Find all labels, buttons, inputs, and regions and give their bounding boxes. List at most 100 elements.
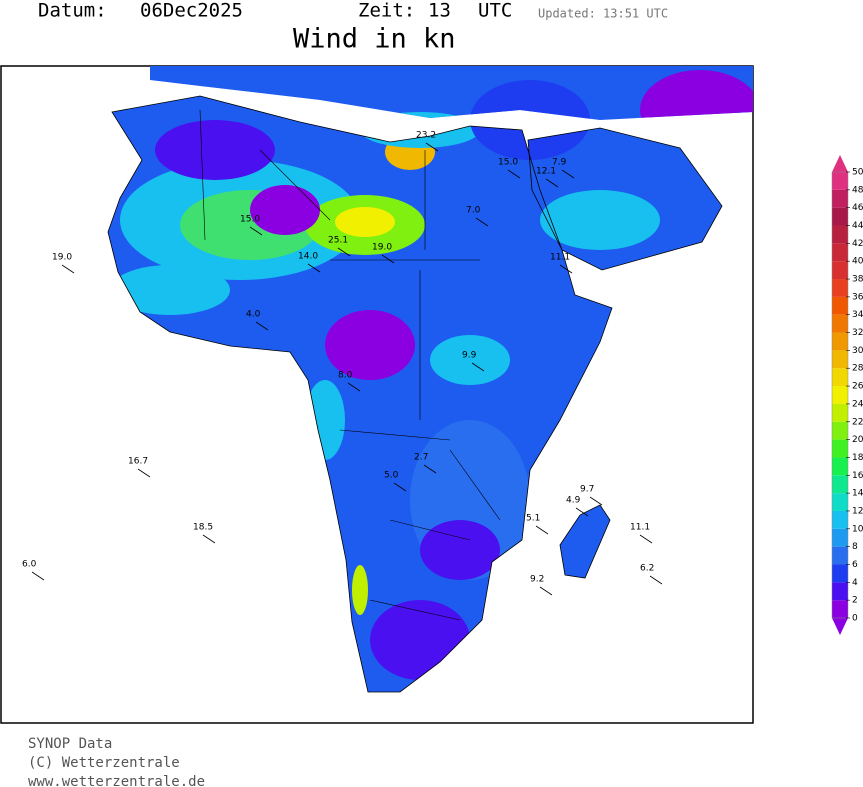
hour: 13	[428, 0, 451, 22]
date: 06Dec2025	[140, 0, 243, 22]
colorbar-label: 40	[852, 257, 863, 267]
wind-barb	[137, 468, 151, 478]
coastline	[107, 95, 723, 693]
colorbar-band	[832, 475, 848, 494]
wind-barb	[535, 525, 549, 535]
colorbar-label: 30	[852, 346, 863, 356]
wind-barb	[347, 382, 361, 392]
colorbar-band	[832, 207, 848, 226]
station-value: 8.0	[338, 371, 353, 381]
station-value: 4.9	[566, 496, 581, 506]
colorbar-label: 16	[852, 471, 863, 481]
colorbar-band	[832, 296, 848, 315]
station-value: 14.0	[298, 252, 318, 262]
colorbar-band	[832, 403, 848, 422]
colorbar-band	[832, 421, 848, 440]
colorbar-label: 14	[852, 489, 863, 499]
colorbar-outline	[831, 171, 849, 619]
colorbar-band	[832, 564, 848, 583]
colorbar-label: 46	[852, 203, 863, 213]
time-label: Zeit:	[358, 0, 415, 22]
station-value: 15.0	[240, 215, 260, 225]
wind-barb	[202, 534, 216, 544]
footer-source: SYNOP Data	[28, 736, 112, 752]
station-value: 2.7	[414, 453, 428, 463]
station-value: 12.1	[536, 167, 556, 177]
station-value: 11.1	[630, 523, 650, 533]
footer: SYNOP Data (C) Wetterzentrale www.wetter…	[28, 736, 205, 787]
colorbar-label: 0	[852, 614, 858, 624]
zone: UTC	[478, 0, 512, 22]
colorbar-arrow-top	[832, 155, 848, 172]
colorbar-band	[832, 350, 848, 369]
wind-barb	[31, 571, 45, 581]
colorbar-band	[832, 189, 848, 208]
colorbar-band	[832, 368, 848, 387]
colorbar-band	[832, 332, 848, 351]
colorbar-label: 42	[852, 239, 863, 249]
wind-barb	[545, 178, 559, 188]
colorbar-band	[832, 279, 848, 297]
wind-barb	[61, 264, 75, 274]
station-value: 9.7	[580, 485, 594, 495]
colorbar-label: 44	[852, 221, 863, 231]
colorbar-arrow-bottom	[832, 618, 848, 635]
colorbar-label: 20	[852, 435, 863, 445]
colorbar-label: 6	[852, 560, 858, 570]
station-value: 5.0	[384, 471, 399, 481]
colorbar-label: 48	[852, 185, 863, 195]
stations: 23.2 25.1 19.0 15.0 14.0 19.0 16.7 18.5 6.0 11.1 9…	[22, 131, 663, 596]
colorbar-band	[832, 528, 848, 547]
colorbar-label: 32	[852, 328, 863, 338]
wind-barb	[307, 263, 321, 273]
wind-barb	[471, 362, 485, 372]
wind-barb	[589, 496, 603, 506]
colorbar-label: 18	[852, 453, 863, 463]
station-value: 4.0	[246, 310, 261, 320]
title: Wind in kn	[293, 24, 456, 55]
colorbar: 0246810121416182022242628303234363840424…	[831, 155, 863, 635]
footer-copyright: (C) Wetterzentrale	[28, 755, 180, 771]
borders	[199, 109, 501, 621]
footer-url: www.wetterzentrale.de	[28, 774, 205, 787]
colorbar-label: 26	[852, 382, 863, 392]
station-value: 16.7	[128, 457, 148, 467]
colorbar-label: 50	[852, 168, 863, 178]
wind-barb	[249, 226, 263, 236]
wind-barb	[575, 507, 589, 517]
colorbar-band	[832, 493, 848, 511]
colorbar-band	[832, 510, 848, 529]
station-value: 5.1	[526, 514, 540, 524]
colorbar-label: 34	[852, 310, 863, 320]
wind-barb	[507, 169, 521, 179]
date-label: Datum:	[38, 0, 107, 22]
colorbar-label: 4	[852, 578, 858, 588]
colorbar-band	[832, 546, 848, 565]
station-value: 23.2	[416, 131, 436, 141]
colorbar-label: 2	[852, 596, 858, 606]
wind-barb	[255, 321, 269, 331]
colorbar-band	[832, 225, 848, 244]
station-value: 6.2	[640, 564, 654, 574]
wind-barb	[561, 169, 575, 179]
wind-barb	[475, 217, 489, 227]
colorbar-band	[832, 243, 848, 262]
colorbar-label: 10	[852, 524, 863, 534]
wind-barb	[381, 254, 395, 264]
wind-barb	[393, 482, 407, 492]
wind-barb	[425, 142, 439, 152]
wind-barb	[423, 464, 437, 474]
colorbar-band	[832, 582, 848, 601]
wind-barb	[539, 586, 553, 596]
colorbar-band	[832, 600, 848, 618]
wind-barb	[649, 575, 663, 585]
colorbar-label: 38	[852, 275, 863, 285]
colorbar-band	[832, 439, 848, 458]
station-value: 19.0	[52, 253, 72, 263]
station-value: 9.9	[462, 351, 477, 361]
colorbar-band	[832, 172, 848, 190]
colorbar-label: 28	[852, 364, 863, 374]
colorbar-label: 22	[852, 417, 863, 427]
station-value: 7.9	[552, 158, 567, 168]
